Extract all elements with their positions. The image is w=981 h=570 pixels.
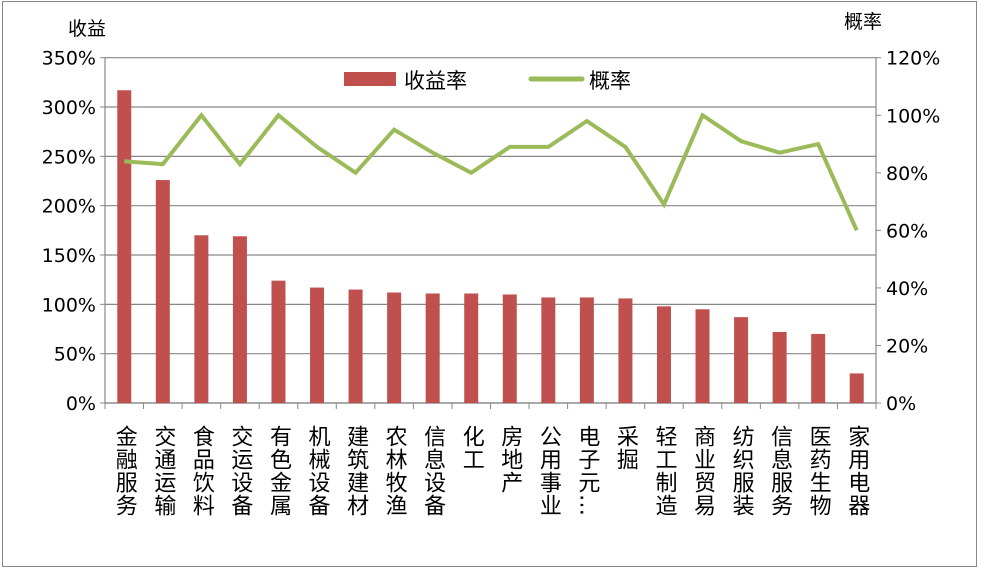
category-label: 医药生物 (806, 425, 832, 517)
bar-机械设备 (310, 287, 325, 403)
bar-信息设备 (425, 293, 440, 403)
right-tick-label: 100% (886, 105, 940, 127)
category-label: 化工 (459, 425, 485, 471)
category-label: 电子元… (574, 425, 599, 517)
bar-交通运输 (155, 180, 170, 403)
category-label: 公用事业 (536, 425, 562, 517)
bar-采掘 (618, 298, 633, 403)
category-label: 房地产 (497, 425, 523, 494)
category-label: 机械设备 (305, 425, 331, 517)
bar-医药生物 (811, 333, 826, 403)
right-tick-label: 20% (886, 335, 928, 357)
left-tick-label: 150% (42, 245, 96, 267)
right-tick-label: 60% (886, 220, 928, 242)
left-axis-title: 收益 (68, 18, 106, 40)
right-tick-label: 0% (886, 393, 916, 415)
bar-纺织服装 (734, 317, 749, 403)
bar-信息服务 (772, 331, 787, 403)
bar-食品饮料 (194, 235, 209, 403)
bar-农林牧渔 (387, 292, 402, 403)
left-tick-label: 0% (66, 393, 96, 415)
bar-有色金属 (271, 280, 286, 403)
left-tick-label: 350% (42, 48, 96, 70)
right-tick-label: 40% (886, 278, 928, 300)
category-label: 交通运输 (150, 425, 176, 517)
left-tick-label: 300% (42, 97, 96, 119)
category-label: 有色金属 (266, 425, 292, 517)
category-label: 商业贸易 (690, 425, 716, 517)
probability-line (124, 112, 859, 232)
category-label: 轻工制造 (651, 425, 677, 517)
bar-轻工制造 (656, 306, 671, 403)
right-tick-label: 80% (886, 163, 928, 185)
category-label: 信息设备 (420, 425, 446, 517)
bar-电子元… (579, 297, 594, 403)
bar-交运设备 (232, 236, 247, 403)
bar-建筑建材 (348, 289, 363, 403)
bar-房地产 (502, 294, 517, 403)
category-label: 信息服务 (767, 425, 793, 517)
legend-label-bar: 收益率 (404, 69, 467, 93)
category-label: 农林牧渔 (382, 425, 408, 517)
category-label: 食品饮料 (189, 425, 215, 517)
legend-swatch-bar (344, 72, 396, 86)
left-tick-label: 100% (42, 294, 96, 316)
bar-化工 (464, 293, 479, 403)
category-label: 交运设备 (227, 425, 253, 517)
bar-金融服务 (117, 90, 132, 403)
category-label: 采掘 (613, 425, 639, 471)
category-label: 金融服务 (112, 425, 138, 517)
right-axis-title: 概率 (844, 11, 882, 33)
category-label: 家用电器 (844, 425, 870, 517)
left-tick-label: 50% (54, 344, 96, 366)
bar-商业贸易 (695, 309, 710, 403)
category-label: 纺织服装 (729, 425, 755, 517)
left-tick-label: 200% (42, 196, 96, 218)
right-tick-label: 120% (886, 48, 940, 70)
category-label: 建筑建材 (343, 425, 369, 517)
left-tick-label: 250% (42, 146, 96, 168)
legend-label-line: 概率 (589, 69, 631, 93)
bar-公用事业 (541, 297, 556, 403)
bar-家用电器 (849, 373, 864, 403)
